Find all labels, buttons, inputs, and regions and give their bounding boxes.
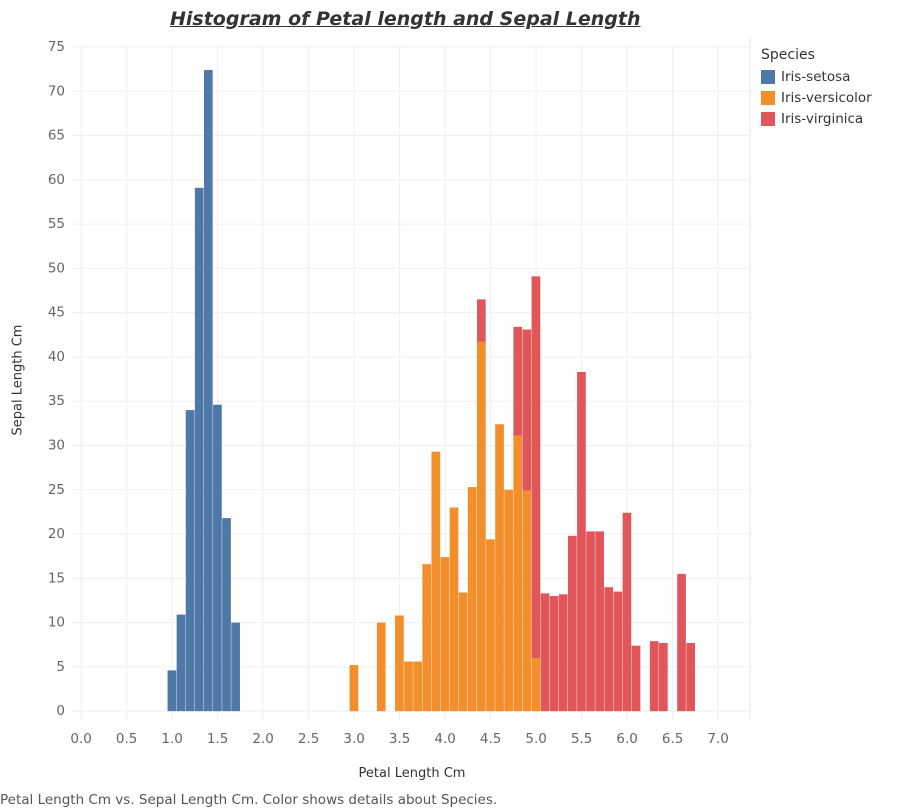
- y-tick-label: 0: [56, 703, 65, 719]
- x-tick-label: 1.0: [161, 731, 182, 747]
- bar-iris-versicolor[interactable]: [531, 658, 541, 712]
- bar-iris-setosa[interactable]: [213, 404, 222, 712]
- x-tick-label: 3.5: [389, 731, 410, 747]
- bar-iris-versicolor[interactable]: [476, 341, 486, 712]
- bar-iris-versicolor[interactable]: [522, 490, 532, 712]
- legend-item-iris-setosa[interactable]: Iris-setosa: [761, 66, 872, 87]
- bar-iris-setosa[interactable]: [231, 622, 240, 712]
- y-tick-label: 30: [48, 437, 65, 453]
- bar-iris-versicolor[interactable]: [449, 507, 459, 712]
- y-axis-ticks: 0 5 10 15 20 25 30 35 40 45 50 55 60 65 70 75: [48, 39, 65, 719]
- y-tick-label: 45: [48, 305, 65, 321]
- x-axis-ticks: 0.0 0.5 1.0 1.5 2.0 2.5 3.0 3.5 4.0 4.5 5.0 5.5 6.0 6…: [70, 731, 729, 747]
- bar-iris-versicolor[interactable]: [458, 592, 468, 712]
- bar-iris-virginica[interactable]: [604, 587, 614, 712]
- x-tick-label: 1.5: [207, 731, 228, 747]
- legend-label: Iris-virginica: [781, 110, 864, 127]
- y-tick-label: 25: [48, 482, 65, 498]
- legend-label: Iris-setosa: [781, 68, 851, 85]
- bar-iris-virginica[interactable]: [658, 642, 668, 712]
- bar-iris-virginica[interactable]: [522, 329, 532, 491]
- bar-iris-versicolor[interactable]: [376, 622, 386, 712]
- x-tick-label: 6.0: [616, 731, 637, 747]
- bar-iris-setosa[interactable]: [167, 670, 177, 712]
- bar-iris-virginica[interactable]: [677, 573, 686, 712]
- x-tick-label: 0.0: [70, 731, 91, 747]
- legend-swatch-iris-setosa: [761, 69, 775, 84]
- bar-iris-virginica[interactable]: [540, 593, 550, 712]
- x-tick-label: 4.5: [480, 731, 501, 747]
- x-tick-label: 6.5: [662, 731, 683, 747]
- bar-iris-versicolor[interactable]: [504, 489, 513, 712]
- x-tick-label: 0.5: [116, 731, 137, 747]
- legend: Species Iris-setosa Iris-versicolor Iris…: [761, 47, 872, 129]
- x-tick-label: 4.0: [434, 731, 455, 747]
- bar-iris-setosa[interactable]: [185, 410, 195, 712]
- bar-iris-virginica[interactable]: [558, 594, 568, 712]
- bar-iris-versicolor[interactable]: [413, 661, 422, 712]
- y-tick-label: 15: [48, 570, 65, 586]
- y-tick-label: 75: [48, 39, 65, 55]
- y-tick-label: 50: [48, 260, 65, 276]
- y-tick-label: 35: [48, 393, 65, 409]
- bar-iris-setosa[interactable]: [222, 518, 231, 712]
- bar-iris-versicolor[interactable]: [440, 557, 450, 712]
- bar-iris-setosa[interactable]: [176, 614, 186, 712]
- x-tick-label: 5.0: [525, 731, 546, 747]
- bar-iris-setosa[interactable]: [194, 187, 204, 712]
- chart-caption: Petal Length Cm vs. Sepal Length Cm. Col…: [0, 792, 498, 808]
- bar-iris-versicolor[interactable]: [431, 451, 441, 712]
- bar-iris-virginica[interactable]: [549, 596, 559, 712]
- bar-iris-setosa[interactable]: [203, 70, 213, 712]
- x-tick-label: 2.5: [298, 731, 319, 747]
- x-tick-label: 3.0: [343, 731, 364, 747]
- bar-iris-versicolor[interactable]: [486, 539, 495, 712]
- bar-iris-virginica[interactable]: [513, 326, 523, 436]
- x-tick-label: 2.0: [252, 731, 273, 747]
- x-axis-label: Petal Length Cm: [358, 766, 466, 781]
- y-tick-label: 40: [48, 349, 65, 365]
- y-tick-label: 20: [48, 526, 65, 542]
- y-tick-label: 65: [48, 128, 65, 144]
- bar-iris-versicolor[interactable]: [495, 424, 504, 712]
- y-tick-label: 55: [48, 216, 65, 232]
- bar-iris-virginica[interactable]: [686, 642, 695, 712]
- legend-label: Iris-versicolor: [781, 89, 872, 106]
- chart-title: Histogram of Petal length and Sepal Leng…: [170, 8, 641, 30]
- legend-swatch-iris-virginica: [761, 111, 775, 126]
- y-tick-label: 60: [48, 172, 65, 188]
- bar-iris-versicolor[interactable]: [513, 435, 523, 712]
- bar-iris-versicolor[interactable]: [467, 487, 477, 712]
- bars: [167, 70, 695, 712]
- legend-item-iris-versicolor[interactable]: Iris-versicolor: [761, 87, 872, 108]
- legend-item-iris-virginica[interactable]: Iris-virginica: [761, 108, 872, 129]
- y-tick-label: 5: [56, 659, 65, 675]
- bar-iris-virginica[interactable]: [586, 531, 595, 712]
- bar-iris-virginica[interactable]: [613, 591, 623, 712]
- bar-iris-virginica[interactable]: [595, 531, 604, 712]
- bar-iris-virginica[interactable]: [631, 645, 641, 712]
- x-tick-label: 7.0: [707, 731, 728, 747]
- bar-iris-versicolor[interactable]: [395, 615, 404, 712]
- bar-iris-virginica[interactable]: [567, 535, 577, 712]
- bar-iris-versicolor[interactable]: [404, 661, 413, 712]
- bar-iris-versicolor[interactable]: [422, 564, 432, 712]
- y-axis-label: Sepal Length Cm: [10, 324, 26, 436]
- y-tick-label: 10: [48, 615, 65, 631]
- y-tick-label: 70: [48, 83, 65, 99]
- bar-iris-virginica[interactable]: [622, 512, 632, 712]
- bar-iris-virginica[interactable]: [577, 371, 586, 712]
- x-tick-label: 5.5: [571, 731, 592, 747]
- grid: [72, 37, 751, 720]
- bar-iris-virginica[interactable]: [531, 276, 541, 659]
- bar-iris-virginica[interactable]: [649, 641, 659, 712]
- legend-swatch-iris-versicolor: [761, 90, 775, 105]
- bar-iris-virginica[interactable]: [476, 299, 486, 342]
- legend-title: Species: [761, 47, 815, 63]
- bar-iris-versicolor[interactable]: [349, 665, 359, 712]
